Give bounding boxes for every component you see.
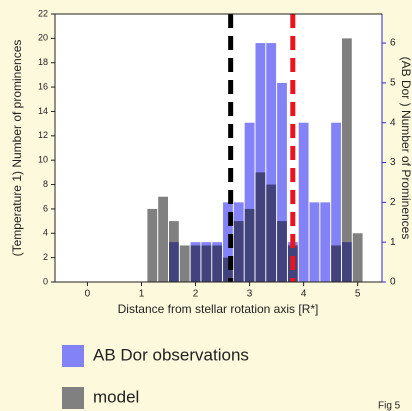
y-tick-label: 10: [38, 155, 48, 165]
y-tick-label: 8: [43, 179, 48, 189]
bar: [341, 38, 352, 283]
y2-tick-label: 6: [390, 38, 396, 49]
y-tick-label: 20: [38, 33, 48, 43]
x-tick-label: 1: [139, 289, 145, 300]
legend-label: AB Dor observations: [93, 345, 249, 364]
bar: [255, 43, 266, 282]
y-tick-label: 0: [43, 276, 48, 286]
y2-tick-label: 2: [390, 197, 396, 208]
bar: [179, 245, 190, 282]
y-tick-label: 14: [38, 106, 48, 116]
x-tick-label: 5: [355, 289, 361, 300]
bar: [169, 242, 179, 282]
bar: [212, 242, 223, 282]
bar: [331, 122, 341, 282]
bar: [147, 208, 158, 282]
x-tick-label: 2: [193, 289, 199, 300]
x-tick-label: 4: [301, 289, 307, 300]
bar: [277, 82, 287, 282]
x-tick-label: 3: [247, 289, 253, 300]
bar: [158, 196, 169, 282]
x-axis-label: Distance from stellar rotation axis [R*]: [118, 302, 319, 316]
bar: [352, 233, 363, 282]
y2-tick-label: 0: [390, 277, 396, 288]
y2-axis-label: (AB Dor ) Number of Prominences: [399, 57, 412, 240]
x-tick-label: 0: [85, 289, 91, 300]
y-tick-label: 22: [38, 8, 48, 18]
figure-label: Fig 5: [378, 401, 401, 411]
bar: [233, 202, 244, 282]
y-tick-label: 6: [43, 203, 48, 213]
y2-tick-label: 4: [390, 117, 396, 128]
y-tick-label: 18: [38, 57, 48, 67]
bar: [298, 122, 309, 282]
y-tick-label: 12: [38, 130, 48, 140]
y-tick-label: 16: [38, 81, 48, 91]
legend-swatch: [62, 387, 84, 409]
legend-swatch: [62, 345, 84, 367]
bar: [244, 122, 255, 282]
legend-label: model: [93, 387, 139, 406]
bar: [320, 202, 331, 282]
bar: [223, 202, 233, 282]
bar: [266, 43, 277, 282]
bar: [201, 242, 212, 282]
y2-tick-label: 1: [390, 237, 396, 248]
y-axis-label: (Temperature 1) Number of prominences: [10, 40, 24, 257]
y2-tick-label: 5: [390, 78, 396, 89]
y-tick-label: 4: [43, 228, 48, 238]
bar: [190, 242, 201, 282]
y-tick-label: 2: [43, 252, 48, 262]
bar: [309, 202, 320, 282]
bar: [341, 242, 352, 282]
y2-tick-label: 3: [390, 157, 396, 168]
